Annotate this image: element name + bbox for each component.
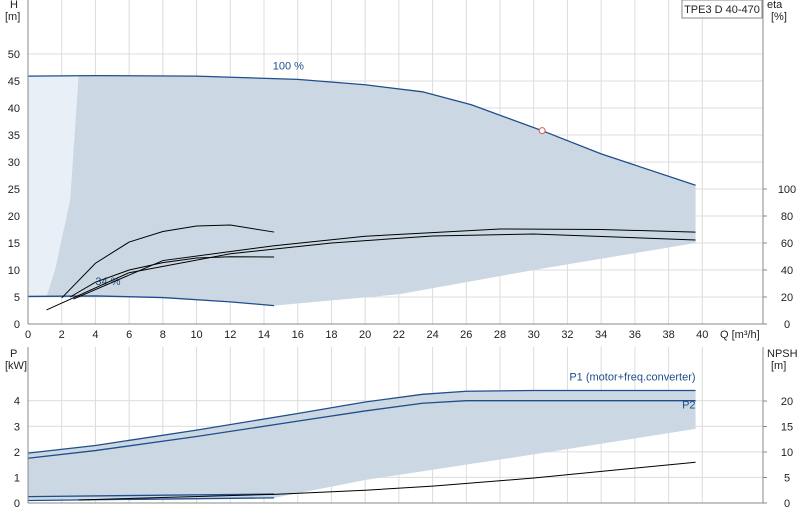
y-tick-label: 2	[14, 447, 20, 459]
x-tick-label: 8	[160, 329, 166, 341]
x-tick-label: 40	[696, 329, 708, 341]
x-tick-label: 6	[126, 329, 132, 341]
y-tick-label: 0	[14, 498, 20, 510]
x-tick-label: 2	[59, 329, 65, 341]
curve	[27, 400, 696, 459]
y-axis-unit: [kW]	[5, 360, 27, 372]
y2-tick-label: 0	[784, 498, 790, 510]
x-tick-label: 30	[528, 329, 540, 341]
x-tick-label: 28	[494, 329, 506, 341]
x-tick-label: 14	[258, 329, 270, 341]
x-tick-label: 20	[359, 329, 371, 341]
y2-axis-label: NPSH	[767, 348, 798, 360]
y-tick-label: 25	[8, 184, 20, 196]
curve	[46, 233, 696, 311]
curve	[61, 224, 275, 299]
y2-tick-label: 20	[781, 396, 793, 408]
curve	[78, 461, 696, 501]
curve-label: P2	[682, 400, 695, 412]
x-tick-label: 38	[662, 329, 674, 341]
y-tick-label: 0	[14, 319, 20, 331]
x-axis-label: Q [m³/h]	[720, 329, 760, 341]
y-tick-label: 10	[8, 265, 20, 277]
y-tick-label: 30	[8, 157, 20, 169]
curve	[27, 74, 696, 186]
x-tick-label: 32	[561, 329, 573, 341]
y2-axis-unit: [m]	[771, 360, 786, 372]
curve	[27, 295, 275, 307]
y-tick-label: 20	[8, 211, 20, 223]
operating-area	[28, 76, 79, 297]
operating-area	[28, 390, 696, 500]
y-tick-label: 1	[14, 472, 20, 484]
y2-tick-label: 80	[781, 211, 793, 223]
y2-axis-label: eta	[767, 0, 783, 11]
y2-tick-label: 10	[781, 447, 793, 459]
y-tick-label: 40	[8, 103, 20, 115]
title-box	[681, 0, 763, 19]
y-tick-label: 4	[14, 396, 20, 408]
y-tick-label: 3	[14, 421, 20, 433]
y2-axis-unit: [%]	[771, 11, 787, 23]
y2-tick-label: 15	[781, 422, 793, 434]
curve-label: 100 %	[273, 60, 304, 72]
y-axis-unit: [m]	[5, 11, 20, 23]
y2-tick-label: 5	[784, 473, 790, 485]
duty-point	[538, 127, 546, 135]
y2-tick-label: 40	[781, 265, 793, 277]
x-tick-label: 12	[224, 329, 236, 341]
x-tick-label: 34	[595, 329, 607, 341]
curve	[69, 256, 275, 298]
x-tick-label: 10	[190, 329, 202, 341]
y-tick-label: 45	[8, 76, 20, 88]
operating-area	[46, 75, 696, 306]
curve	[27, 389, 696, 454]
curve	[27, 493, 275, 498]
x-tick-label: 26	[460, 329, 472, 341]
y-tick-label: 15	[8, 238, 20, 250]
chart-title: TPE3 D 40-470	[684, 4, 760, 16]
y-tick-label: 5	[14, 292, 20, 304]
x-tick-label: 22	[393, 329, 405, 341]
x-tick-label: 24	[426, 329, 438, 341]
y2-tick-label: 0	[784, 319, 790, 331]
curve	[27, 497, 275, 502]
y2-tick-label: 60	[781, 238, 793, 250]
x-tick-label: 0	[25, 329, 31, 341]
y-tick-label: 50	[8, 49, 20, 61]
curve-label: P1 (motor+freq.converter)	[569, 371, 695, 383]
x-tick-label: 16	[292, 329, 304, 341]
x-tick-label: 4	[92, 329, 98, 341]
y-axis-label: P	[10, 348, 17, 360]
x-tick-label: 36	[629, 329, 641, 341]
curve	[73, 228, 696, 300]
y2-tick-label: 100	[778, 184, 796, 196]
y2-tick-label: 20	[781, 292, 793, 304]
x-tick-label: 18	[325, 329, 337, 341]
y-tick-label: 35	[8, 130, 20, 142]
y-axis-label: H	[10, 0, 18, 11]
